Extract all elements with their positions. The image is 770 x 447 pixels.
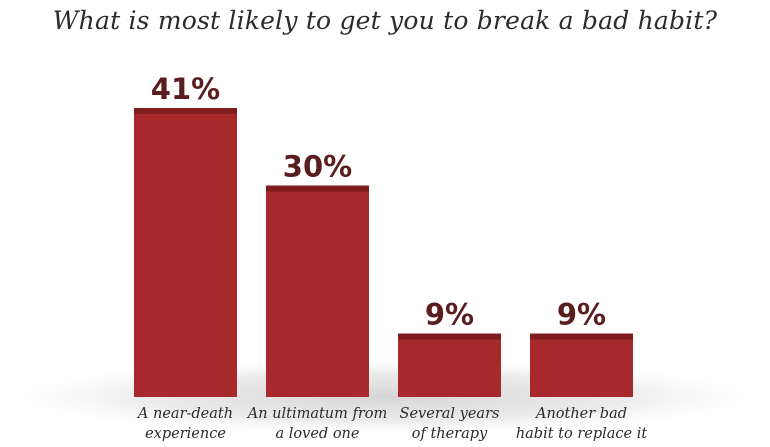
floor-shadow [0,357,770,437]
bar-1 [134,108,237,397]
bar-top-1 [134,108,237,114]
value-label-3: 9% [425,298,474,332]
category-label-line: of therapy [412,426,488,442]
category-label-4: Another bad habit to replace it [516,406,648,442]
category-label-2: An ultimatum from a loved one [246,406,388,442]
bar-top-4 [530,333,633,340]
category-label-1: A near-death experience [136,406,233,442]
bar-3 [398,333,501,397]
bar-2 [266,185,369,397]
bar-4 [530,333,633,397]
chart-title: What is most likely to get you to break … [52,6,718,35]
category-label-line: Several years [400,406,500,422]
category-label-line: a loved one [276,426,360,442]
value-label-2: 30% [283,150,352,184]
bar-top-3 [398,333,501,340]
category-label-line: experience [145,426,226,442]
category-label-3: Several years of therapy [400,406,500,442]
category-label-line: Another bad [534,406,627,422]
bar-top-2 [266,185,369,192]
category-label-line: A near-death [136,406,233,422]
value-label-4: 9% [557,298,606,332]
category-label-line: An ultimatum from [246,406,388,422]
value-label-1: 41% [151,72,220,106]
category-label-line: habit to replace it [516,426,648,442]
